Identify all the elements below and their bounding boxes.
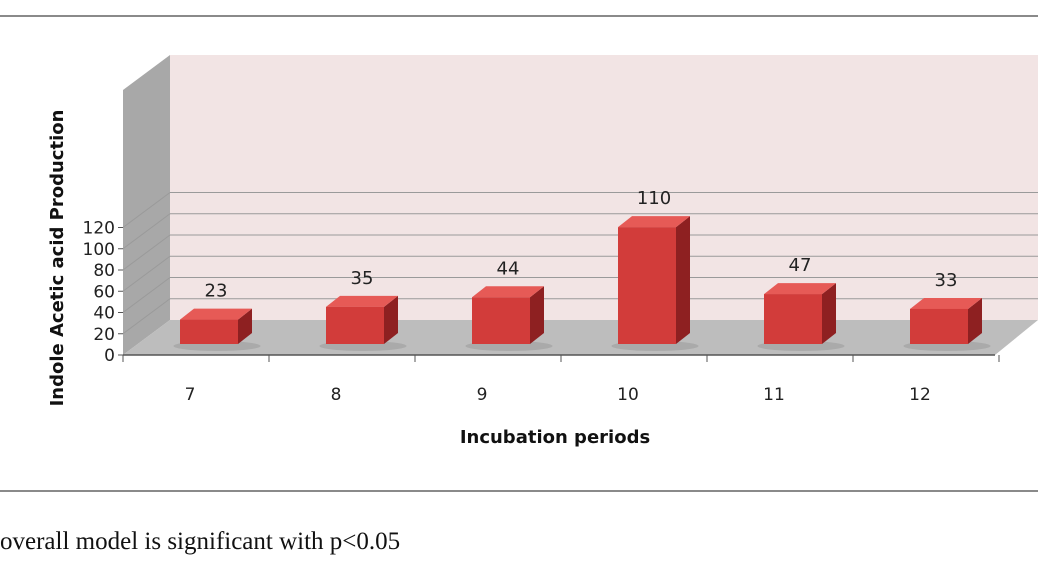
- bar-side: [384, 295, 398, 344]
- gridline-side: [122, 298, 171, 335]
- bar: [180, 319, 238, 344]
- data-label: 23: [205, 281, 228, 302]
- data-label: 47: [789, 255, 812, 276]
- bar-side: [238, 308, 252, 344]
- y-axis-title: Indole Acetic acid Production: [47, 110, 68, 407]
- chart-floor: [123, 320, 1038, 355]
- y-tick-label: 100: [83, 240, 115, 260]
- chart-side-wall: [123, 55, 170, 355]
- x-tick-label: 7: [185, 385, 196, 405]
- y-tick-label: 40: [93, 304, 115, 324]
- data-label: 44: [497, 258, 520, 279]
- bar-side: [968, 297, 982, 344]
- data-label: 110: [637, 188, 671, 209]
- caption-text: overall model is significant with p<0.05: [0, 528, 401, 555]
- bar-top: [180, 308, 252, 320]
- x-tick-label: 8: [331, 385, 342, 405]
- y-tick-label: 60: [93, 282, 115, 302]
- bar-side: [822, 283, 836, 344]
- x-tick-label: 11: [763, 385, 785, 405]
- bars: 23 35 44 110 47 33: [173, 188, 991, 351]
- chart-back-wall: [170, 55, 1038, 320]
- bar: [618, 227, 676, 344]
- y-tick-label: 20: [93, 325, 115, 345]
- gridlines: [122, 192, 1038, 335]
- bar-top: [618, 216, 690, 228]
- bar: [472, 297, 530, 344]
- y-tick-label: 120: [83, 219, 115, 239]
- data-label: 35: [351, 268, 374, 289]
- bar-side: [676, 216, 690, 344]
- bar-top: [326, 295, 398, 307]
- gridline-side: [122, 192, 171, 228]
- bar-top: [764, 283, 836, 295]
- gridline-side: [122, 213, 171, 250]
- bar: [910, 308, 968, 344]
- x-tick-label: 12: [909, 385, 931, 405]
- bar-top: [472, 286, 544, 298]
- x-axis-title: Incubation periods: [460, 427, 650, 448]
- gridline-side: [122, 255, 171, 292]
- bar-top: [910, 297, 982, 309]
- data-label: 33: [935, 270, 958, 291]
- y-tick-label: 0: [104, 346, 115, 366]
- x-tick-label: 10: [617, 385, 639, 405]
- bar: [326, 306, 384, 344]
- bar-side: [530, 286, 544, 344]
- y-tick-label: 80: [93, 261, 115, 281]
- gridline-side: [122, 277, 171, 313]
- x-tick-label: 9: [477, 385, 488, 405]
- bar: [764, 294, 822, 344]
- x-axis-ticks: 7 8 9 10 11 12: [122, 355, 1000, 405]
- gridline-side: [122, 234, 171, 271]
